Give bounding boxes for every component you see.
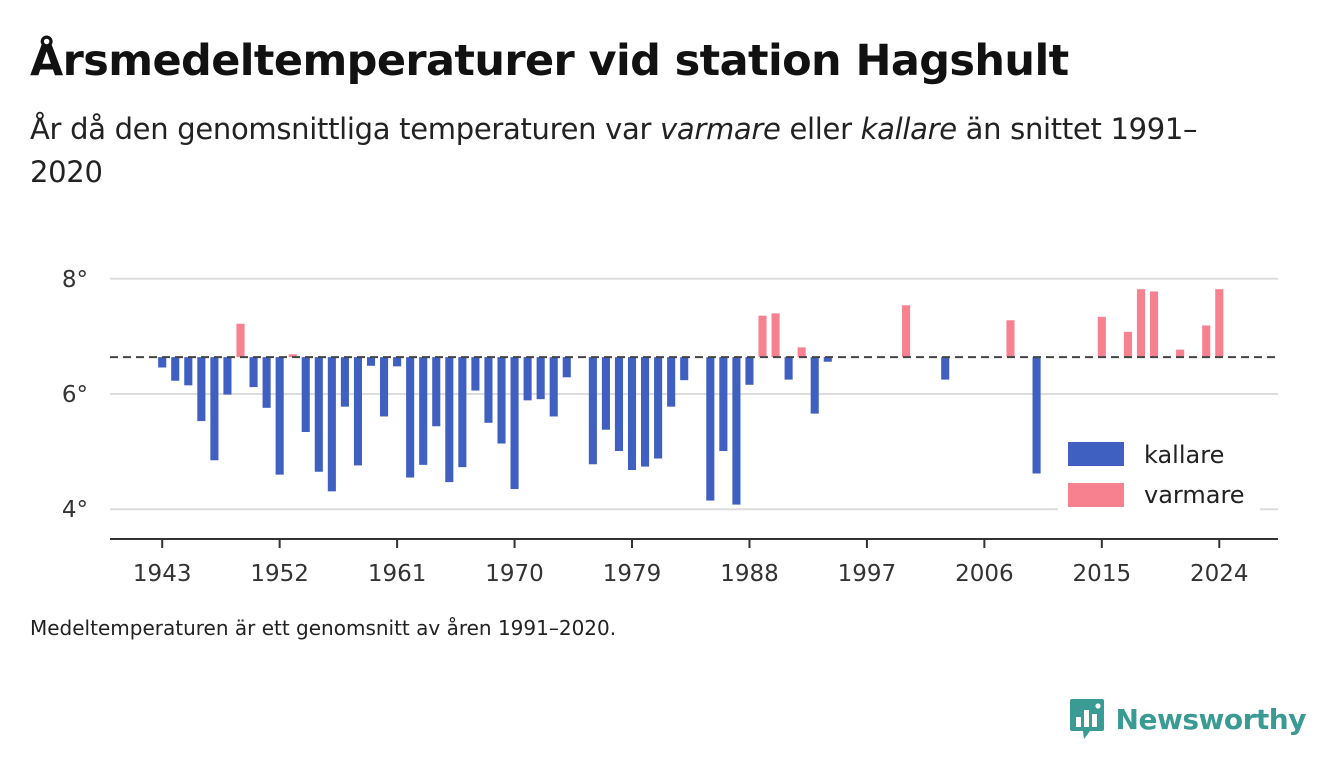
bar-1976 — [588, 357, 597, 465]
bar-2000 — [902, 305, 911, 358]
bar-1993 — [810, 357, 819, 414]
subtitle-part-2: eller — [780, 112, 861, 146]
bar-1970 — [510, 357, 519, 490]
bar-2024 — [1215, 289, 1224, 358]
bar-1957 — [340, 357, 349, 407]
bar-1989 — [758, 315, 767, 358]
subtitle-part-3: än snittet 1991–2020 — [30, 112, 1198, 189]
bar-1950 — [249, 357, 258, 388]
temperature-bar-chart: 4° 6° 8° 1943 1952 1961 1970 1979 1988 1997 2006 2… — [62, 267, 1278, 587]
brand-name: Newsworthy — [1115, 702, 1307, 736]
bar-1983 — [680, 357, 689, 381]
bar-2003 — [941, 357, 950, 380]
y-axis-ticks: 4° 6° 8° — [62, 267, 88, 523]
x-tick-label: 1979 — [603, 561, 662, 587]
bar-1962 — [406, 357, 415, 478]
subtitle-cold-word: kallare — [860, 112, 957, 146]
newsworthy-chart-icon — [1069, 699, 1104, 739]
bar-1967 — [471, 357, 480, 391]
bar-1977 — [601, 357, 610, 430]
x-tick-label: 1952 — [250, 561, 309, 587]
bar-1988 — [745, 357, 754, 385]
bar-1960 — [380, 357, 389, 417]
bar-1986 — [719, 357, 728, 452]
chart-footnote: Medeltemperaturen är ett genomsnitt av å… — [30, 616, 617, 640]
x-tick-label: 2024 — [1190, 561, 1249, 587]
bar-2015 — [1097, 316, 1106, 358]
y-tick-label: 4° — [62, 497, 88, 523]
bar-1990 — [771, 313, 780, 358]
x-axis-ticks: 1943 1952 1961 1970 1979 1988 1997 2006 2015 2024 — [133, 540, 1249, 587]
bar-1973 — [549, 357, 558, 417]
bar-1961 — [393, 357, 402, 367]
bar-1971 — [523, 357, 532, 401]
bar-1955 — [314, 357, 323, 472]
bar-1969 — [497, 357, 506, 444]
page-title: Årsmedeltemperaturer vid station Hagshul… — [30, 36, 1069, 86]
chart-subtitle: År då den genomsnittliga temperaturen va… — [30, 108, 1250, 194]
bar-1982 — [667, 357, 676, 407]
y-tick-label: 8° — [62, 267, 88, 293]
bar-2010 — [1032, 357, 1041, 474]
bar-1987 — [732, 357, 741, 505]
legend-label-kallare: kallare — [1144, 441, 1224, 469]
bar-1991 — [784, 357, 793, 380]
x-tick-label: 1943 — [133, 561, 192, 587]
bar-1972 — [536, 357, 545, 400]
bar-1985 — [706, 357, 715, 501]
x-tick-label: 1970 — [485, 561, 544, 587]
bar-1944 — [171, 357, 180, 381]
x-tick-label: 2006 — [955, 561, 1014, 587]
bar-2017 — [1123, 331, 1132, 358]
bar-2018 — [1136, 289, 1146, 358]
bar-1980 — [641, 357, 650, 467]
bar-1953 — [288, 354, 297, 358]
bar-1949 — [236, 323, 245, 358]
newsworthy-logo: Newsworthy — [1068, 697, 1307, 741]
bar-1992 — [797, 347, 806, 358]
bar-1948 — [223, 357, 232, 395]
bar-1965 — [445, 357, 454, 483]
bar-2008 — [1006, 320, 1015, 358]
bar-1952 — [275, 357, 284, 475]
bar-1968 — [484, 357, 493, 423]
chart-legend: kallare varmare — [1058, 430, 1260, 516]
x-tick-label: 1988 — [720, 561, 779, 587]
bar-1958 — [353, 357, 363, 466]
bar-1959 — [366, 357, 376, 366]
bar-2021 — [1176, 349, 1185, 358]
y-tick-label: 6° — [62, 382, 88, 408]
bar-1981 — [654, 357, 663, 459]
bar-series — [158, 289, 1224, 505]
x-tick-label: 1961 — [368, 561, 427, 587]
bar-1947 — [210, 357, 219, 461]
bar-1994 — [823, 357, 832, 362]
bar-1943 — [158, 357, 167, 368]
bar-1946 — [197, 357, 206, 422]
x-tick-label: 2015 — [1073, 561, 1132, 587]
legend-label-varmare: varmare — [1144, 481, 1245, 509]
bar-1979 — [627, 357, 637, 471]
bar-1978 — [614, 357, 624, 452]
bar-1974 — [562, 357, 571, 378]
bar-2023 — [1202, 325, 1211, 358]
bar-1963 — [419, 357, 428, 465]
bar-1945 — [184, 357, 193, 386]
bar-2019 — [1149, 291, 1159, 358]
x-tick-label: 1997 — [838, 561, 897, 587]
bar-1956 — [327, 357, 336, 492]
legend-swatch-varmare — [1068, 483, 1124, 507]
subtitle-part-1: År då den genomsnittliga temperaturen va… — [30, 112, 661, 146]
legend-swatch-kallare — [1068, 442, 1124, 466]
bar-1964 — [432, 357, 441, 427]
bar-1951 — [262, 357, 271, 408]
bar-1954 — [301, 357, 310, 433]
subtitle-warm-word: varmare — [660, 112, 781, 146]
bar-1966 — [458, 357, 467, 468]
